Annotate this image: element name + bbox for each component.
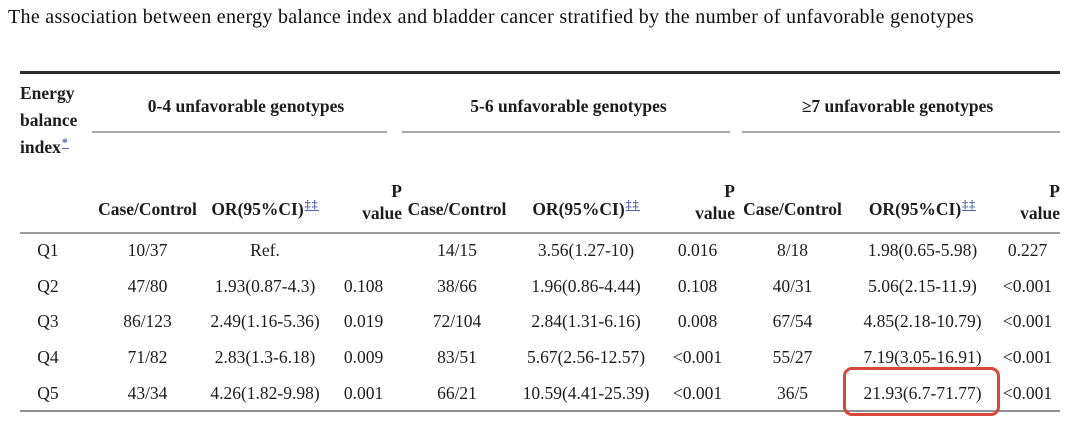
table-cell [325,233,402,269]
table-cell: 1.93(0.87-4.3) [214,275,316,296]
table-cell: 0.016 [677,240,718,261]
table-cell: 38/66 [437,275,477,296]
table-cell: 5.06(2.15-11.9) [868,275,977,296]
group3-underline [742,131,1060,133]
subheader-or: OR(95%CI)‡‡ [211,197,319,219]
table-cell: 1.98(0.65-5.98) [867,240,978,261]
table-cell: <0.001 [1002,275,1053,296]
table-cell: 4.85(2.18-10.79) [863,311,982,332]
table-cell: 55/27 [772,347,813,368]
table-bottom-rule [20,410,1060,412]
double-dagger-marker: ‡‡ [625,197,640,211]
table-cell: <0.001 [1002,382,1053,403]
table-cell: 10/37 [127,240,168,261]
table-cell: <0.001 [1002,311,1053,332]
group-header-5-6: 5-6 unfavorable genotypes [470,95,667,116]
group-header-0-4: 0-4 unfavorable genotypes [147,95,345,116]
double-dagger-marker: ‡‡ [304,197,319,211]
table-cell: 2.49(1.16-5.36) [210,311,320,332]
row-label: Q2 [37,275,59,296]
group2-underline [402,131,730,133]
table-cell: 2.84(1.31-6.16) [531,311,641,332]
table-cell: 47/80 [127,275,168,296]
table-cell: 36/5 [776,382,809,403]
table-cell: <0.001 [1002,347,1053,368]
table-cell: 86/123 [123,311,172,332]
subheader-or: OR(95%CI)‡‡ [868,197,977,219]
table-cell: 0.019 [343,311,384,332]
table-cell: 8/18 [776,240,809,261]
double-dagger-marker: ‡‡ [962,197,977,211]
table-cell: 0.108 [677,275,718,296]
results-table: Energy balance index* 0-4 unfavorable ge… [20,71,1060,416]
table-cell: 0.001 [343,382,384,403]
table-cell: Ref. [250,240,280,261]
group-header-ge7: ≥7 unfavorable genotypes [801,95,994,116]
table-cell: 1.96(0.86-4.44) [531,275,641,296]
table-cell: 10.59(4.41-25.39) [522,382,650,403]
table-cell: <0.001 [672,347,723,368]
table-cell: 43/34 [127,382,168,403]
row-label: Q1 [37,240,59,261]
table-cell: 3.56(1.27-10) [537,240,635,261]
table-cell: 72/104 [432,311,482,332]
subheader-case-control: Case/Control [743,199,842,219]
table-cell: 0.008 [677,311,718,332]
row-label: Q4 [37,347,59,368]
table-cell: <0.001 [672,382,723,403]
table-cell: 83/51 [437,347,477,368]
subheader-case-control: Case/Control [98,199,197,219]
table-cell: 7.19(3.05-16.91) [863,347,982,368]
table-cell: 0.108 [343,275,384,296]
table-cell: 66/21 [437,382,477,403]
subheader-or: OR(95%CI)‡‡ [532,197,640,219]
table-cell: 4.26(1.82-9.98) [210,382,320,403]
subheader-case-control: Case/Control [407,199,507,219]
header-divider-rule [20,232,1060,234]
table-cell highlighted-cell: 21.93(6.7-71.77) [863,382,982,403]
footnote-asterisk-marker: * [61,135,69,149]
table-cell: 5.67(2.56-12.57) [526,347,646,368]
row-header-energy-balance-index: Energy balance index* [20,83,78,157]
row-label: Q5 [37,382,59,403]
table-caption: The association between energy balance i… [8,6,974,28]
group1-underline [92,131,387,133]
row-label: Q3 [37,311,59,332]
table-cell: 71/82 [127,347,168,368]
table-cell: 67/54 [772,311,813,332]
table-top-rule [20,71,1060,74]
table-cell: 0.009 [343,347,384,368]
table-cell: 14/15 [437,240,477,261]
table-cell: 40/31 [772,275,813,296]
table-cell: 2.83(1.3-6.18) [214,347,316,368]
table-cell: 0.227 [1007,240,1048,261]
